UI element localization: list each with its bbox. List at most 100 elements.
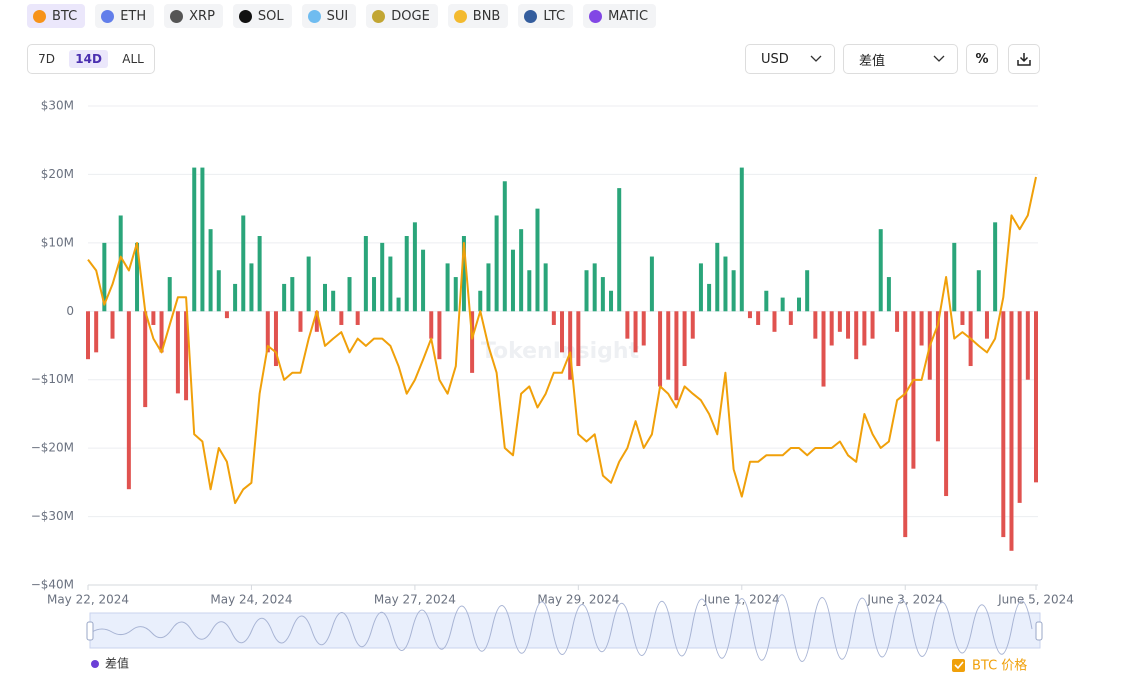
coin-tab[interactable]: MATIC — [583, 4, 657, 28]
bar — [698, 263, 703, 312]
bar — [314, 311, 319, 332]
bar — [960, 311, 965, 325]
y-tick-label: $10M — [41, 235, 74, 249]
bar — [788, 311, 793, 325]
coin-tab[interactable]: LTC — [518, 4, 574, 28]
coin-tab[interactable]: SUI — [301, 4, 357, 28]
y-tick-label: $20M — [41, 167, 74, 181]
legend-checkbox[interactable] — [952, 659, 965, 672]
currency-dropdown[interactable]: USD — [745, 44, 835, 74]
slider-handle[interactable] — [86, 621, 94, 641]
dropdown-value: 差值 — [859, 53, 886, 69]
tab-label: SUI — [326, 8, 349, 24]
slider-track[interactable] — [89, 612, 1041, 649]
range-button[interactable]: 7D — [38, 52, 56, 66]
bar — [151, 311, 156, 325]
bar — [372, 277, 377, 312]
slider-handle[interactable] — [1035, 621, 1043, 641]
download-button[interactable] — [1008, 44, 1040, 74]
bar — [1034, 311, 1038, 483]
bar — [347, 277, 352, 312]
legend-label[interactable]: BTC 价格 — [972, 658, 1027, 674]
bar — [519, 229, 524, 312]
bar — [633, 311, 638, 353]
bar — [551, 311, 556, 325]
bar — [290, 277, 295, 312]
bar — [976, 270, 981, 312]
bar — [756, 311, 761, 325]
bar — [543, 263, 548, 312]
slider-preview — [91, 594, 1033, 662]
dropdown-value: USD — [761, 51, 789, 67]
chevron — [810, 55, 822, 62]
bar — [837, 311, 842, 332]
chevron — [933, 55, 945, 62]
tab-label: ETH — [120, 8, 147, 24]
coin-tab[interactable]: SOL — [232, 4, 292, 28]
coin-tab[interactable]: BNB — [447, 4, 509, 28]
bar — [175, 311, 180, 394]
bar — [568, 311, 573, 380]
range-buttons: 7D 14D ALL — [27, 44, 155, 74]
bar — [535, 208, 540, 312]
bar — [143, 311, 148, 408]
y-tick-label: 0 — [66, 304, 74, 318]
bar — [437, 311, 442, 360]
bar — [282, 283, 287, 312]
x-tick-label: May 24, 2024 — [210, 593, 292, 607]
legend-label[interactable]: 差值 — [105, 656, 129, 671]
coin-icon — [101, 9, 115, 23]
coin-tab[interactable]: DOGE — [366, 4, 438, 28]
bar — [870, 311, 875, 339]
coin-icon — [589, 9, 603, 23]
tab-label: BTC — [52, 8, 78, 24]
bar — [421, 249, 426, 312]
bar — [110, 311, 115, 339]
bar — [895, 311, 900, 332]
bar — [690, 311, 695, 339]
bar — [747, 311, 752, 319]
bar — [935, 311, 940, 442]
bar — [102, 242, 107, 312]
bar — [265, 311, 270, 353]
coin-tab[interactable]: XRP — [164, 4, 223, 28]
bar — [404, 236, 409, 312]
bar — [584, 270, 589, 312]
coin-icon — [170, 9, 184, 23]
bar — [445, 263, 450, 312]
x-tick-label: June 5, 2024 — [997, 593, 1074, 607]
coin-tab[interactable]: ETH — [95, 4, 155, 28]
metric-dropdown[interactable]: 差值 — [843, 44, 958, 74]
coin-icon — [524, 9, 538, 23]
bar — [323, 283, 327, 312]
bar — [707, 283, 712, 312]
bar — [159, 311, 164, 353]
bar — [118, 215, 123, 312]
bar — [723, 256, 728, 312]
download-icon — [1017, 53, 1031, 66]
bar — [396, 297, 401, 312]
bar — [846, 311, 851, 339]
bar — [94, 311, 99, 353]
bar — [461, 236, 466, 312]
y-tick-label: −$10M — [31, 372, 74, 386]
percent-button[interactable]: % — [966, 44, 998, 74]
range-button[interactable]: 14D — [69, 50, 108, 68]
tab-label: LTC — [543, 8, 566, 24]
tab-label: MATIC — [608, 8, 649, 24]
zoom-slider[interactable] — [86, 594, 1043, 662]
tab-label: XRP — [189, 8, 215, 24]
x-tick-label: May 29, 2024 — [537, 593, 619, 607]
bar — [216, 270, 221, 312]
range-button[interactable]: ALL — [122, 52, 144, 66]
x-tick-label: June 3, 2024 — [866, 593, 943, 607]
coin-tab[interactable]: BTC — [27, 4, 86, 28]
bar — [502, 181, 507, 312]
bar — [764, 290, 769, 312]
bar — [919, 311, 924, 346]
bar — [200, 167, 205, 312]
bar — [208, 229, 213, 312]
